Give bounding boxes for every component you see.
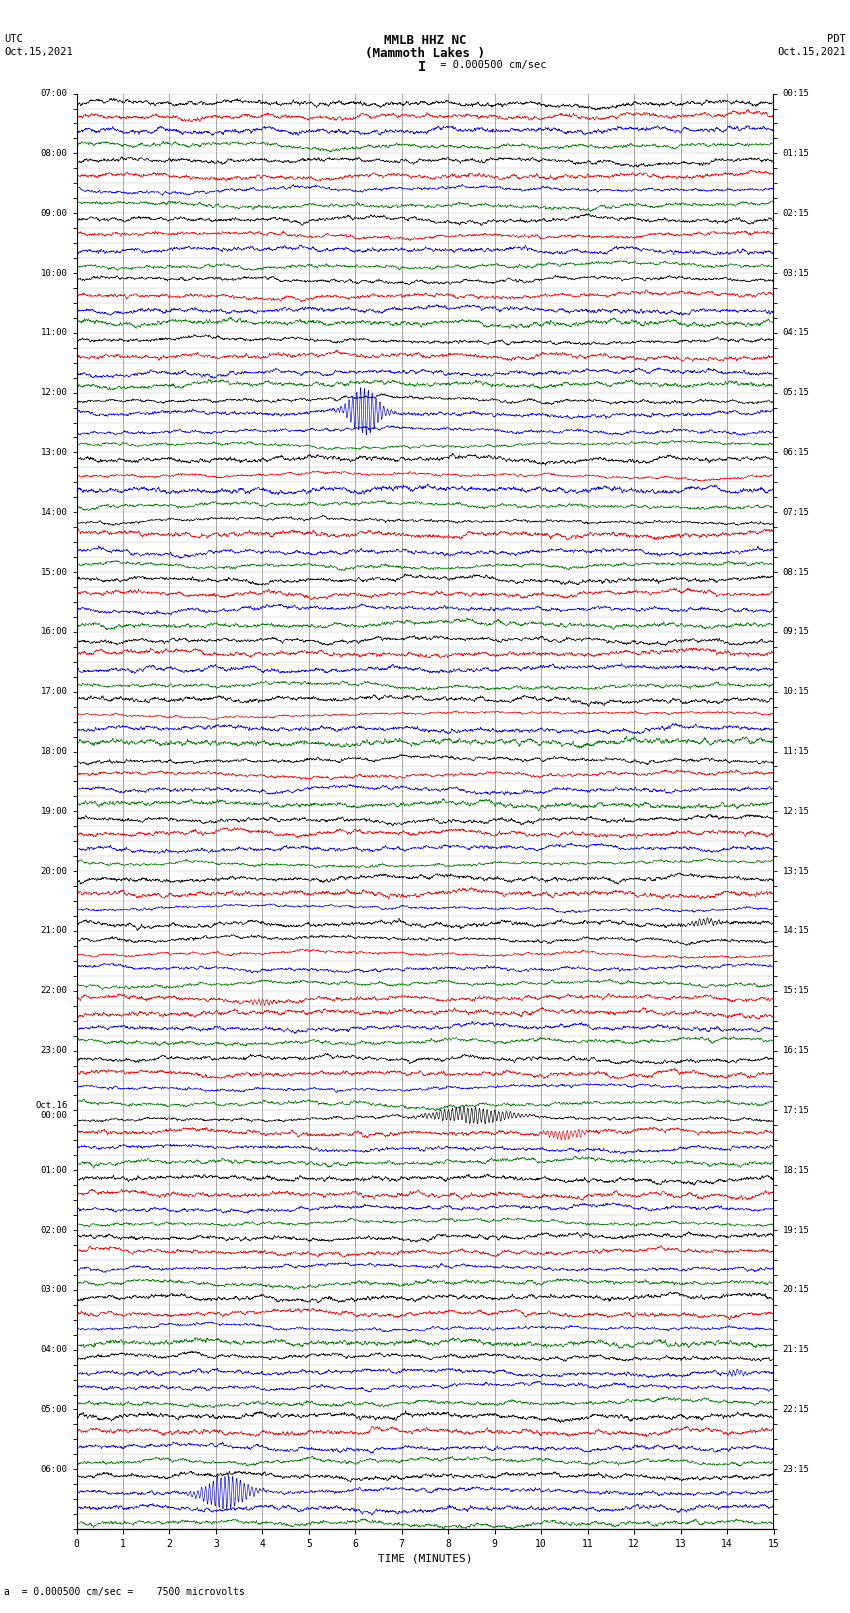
Text: a  = 0.000500 cm/sec =    7500 microvolts: a = 0.000500 cm/sec = 7500 microvolts xyxy=(4,1587,245,1597)
Text: = 0.000500 cm/sec: = 0.000500 cm/sec xyxy=(434,60,546,69)
Text: PDT: PDT xyxy=(827,34,846,44)
Text: UTC: UTC xyxy=(4,34,23,44)
Text: Oct.15,2021: Oct.15,2021 xyxy=(777,47,846,56)
Text: I: I xyxy=(418,60,427,74)
Text: Oct.15,2021: Oct.15,2021 xyxy=(4,47,73,56)
X-axis label: TIME (MINUTES): TIME (MINUTES) xyxy=(377,1553,473,1563)
Text: (Mammoth Lakes ): (Mammoth Lakes ) xyxy=(365,47,485,60)
Text: MMLB HHZ NC: MMLB HHZ NC xyxy=(383,34,467,47)
